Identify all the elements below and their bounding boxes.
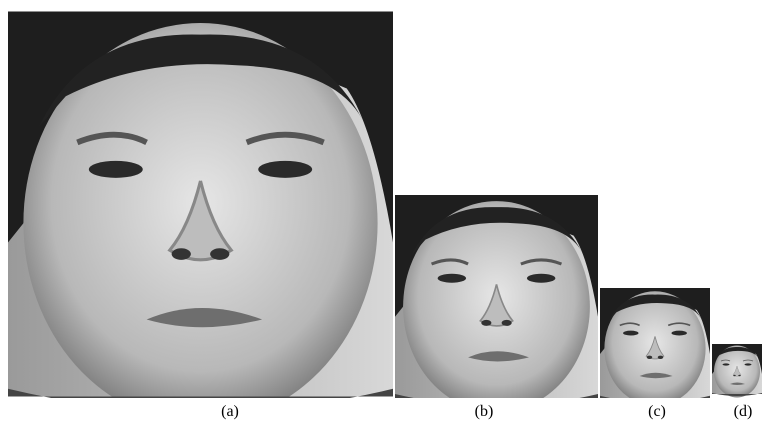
face-image-c [600,288,710,398]
panel-label: (c) [648,403,666,420]
panel-label: (a) [221,403,239,420]
panel-label: (b) [475,403,494,420]
face-image-d [712,343,762,398]
panel-label: (d) [734,403,753,420]
face-image-a [8,12,393,424]
face-image-b [395,195,598,398]
